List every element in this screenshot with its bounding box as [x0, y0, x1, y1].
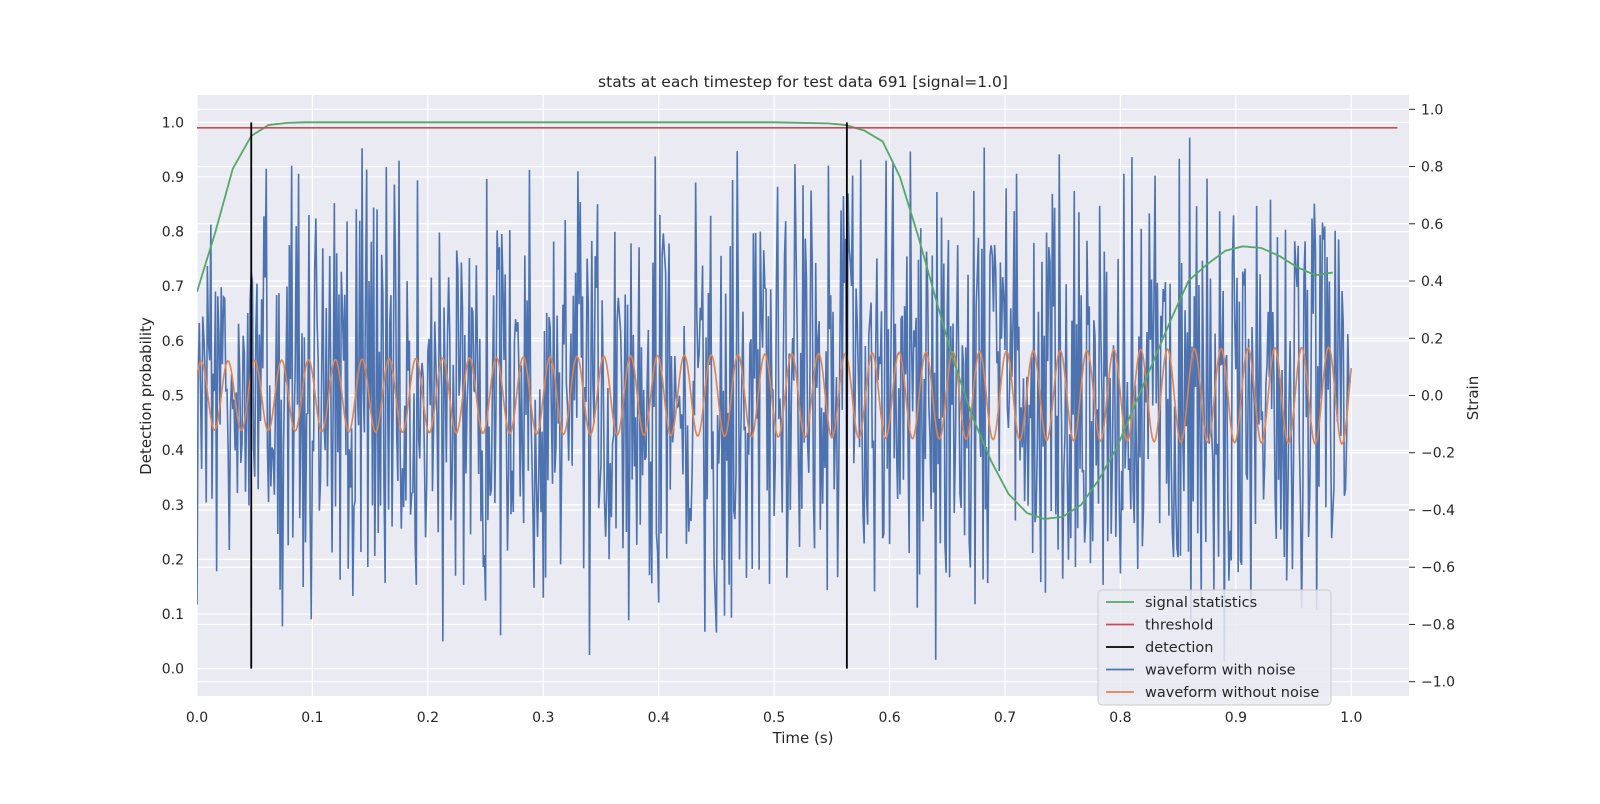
- left-y-tick-label: 1.0: [162, 115, 184, 131]
- x-tick-label: 0.7: [994, 710, 1016, 726]
- right-y-tick-label: −0.6: [1421, 560, 1455, 576]
- right-y-tick-label: −1.0: [1421, 675, 1455, 691]
- legend-box: [1097, 589, 1332, 706]
- right-y-tick-label: −0.8: [1421, 617, 1455, 633]
- x-tick-label: 0.6: [878, 710, 900, 726]
- legend-label: waveform without noise: [1145, 685, 1319, 701]
- left-y-tick-label: 0.4: [162, 443, 184, 459]
- x-tick-label: 0.2: [417, 710, 439, 726]
- legend: signal statistics threshold detection wavef…: [1097, 589, 1332, 706]
- left-y-tick-label: 0.7: [162, 279, 184, 295]
- left-y-tick-label: 0.3: [162, 498, 184, 514]
- legend-label: detection: [1145, 640, 1213, 656]
- right-y-tick-label: 0.6: [1421, 217, 1443, 233]
- x-tick-label: 0.5: [763, 710, 785, 726]
- left-y-tick-label: 0.0: [162, 662, 184, 678]
- left-y-tick-label: 0.8: [162, 225, 184, 241]
- chart-title: stats at each timestep for test data 691…: [598, 73, 1008, 91]
- left-y-tick-label: 0.1: [162, 607, 184, 623]
- right-y-tick-label: −0.4: [1421, 503, 1455, 519]
- legend-label: signal statistics: [1145, 595, 1257, 611]
- waveform-without-noise-line: [197, 346, 1353, 445]
- right-y-tick-label: −0.2: [1421, 446, 1455, 462]
- x-tick-label: 0.4: [648, 710, 670, 726]
- right-y-tick-label: 0.2: [1421, 331, 1443, 347]
- waveform-with-noise-line: [197, 137, 1351, 662]
- left-y-axis-label: Detection probability: [137, 317, 155, 475]
- right-y-tick-label: 0.4: [1421, 274, 1443, 290]
- signal-statistics-line: [197, 121, 1333, 520]
- right-y-axis-ticks: −1.0 −0.8 −0.6 −0.4 −0.2 0.0 0.2 0.4 0.6 0.8 1.0: [1409, 102, 1455, 691]
- left-y-axis-ticks: 0.0 0.1 0.2 0.3 0.4 0.5 0.6 0.7 0.8 0.9 1.0: [162, 115, 184, 677]
- legend-label: threshold: [1145, 618, 1213, 634]
- right-y-tick-label: 1.0: [1421, 102, 1443, 118]
- x-axis-label: Time (s): [772, 729, 834, 747]
- x-tick-label: 0.0: [186, 710, 208, 726]
- right-y-axis-label: Strain: [1464, 376, 1482, 420]
- series-layer: [197, 121, 1398, 669]
- x-tick-label: 0.1: [301, 710, 323, 726]
- x-tick-label: 0.9: [1225, 710, 1247, 726]
- right-y-tick-label: 0.0: [1421, 389, 1443, 405]
- right-y-tick-label: 0.8: [1421, 160, 1443, 176]
- left-y-tick-label: 0.9: [162, 170, 184, 186]
- legend-label: waveform with noise: [1145, 663, 1296, 679]
- x-tick-label: 1.0: [1340, 710, 1362, 726]
- x-axis-ticks: 0.0 0.1 0.2 0.3 0.4 0.5 0.6 0.7 0.8 0.9 1.0: [186, 710, 1363, 726]
- x-tick-label: 0.8: [1109, 710, 1131, 726]
- left-y-tick-label: 0.2: [162, 552, 184, 568]
- left-y-tick-label: 0.5: [162, 389, 184, 405]
- left-y-tick-label: 0.6: [162, 334, 184, 350]
- x-tick-label: 0.3: [532, 710, 554, 726]
